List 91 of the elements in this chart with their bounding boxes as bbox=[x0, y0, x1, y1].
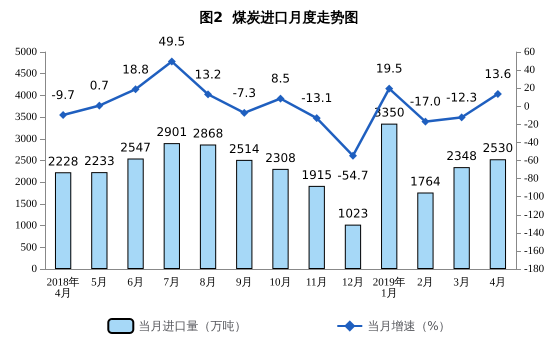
legend-label: 当月增速（%） bbox=[367, 319, 451, 333]
data-label: 2514 bbox=[228, 142, 260, 156]
y2-tick-label: 20 bbox=[524, 82, 536, 94]
data-label: 13.6 bbox=[484, 66, 512, 81]
y-tick-label: 5000 bbox=[15, 46, 38, 58]
y2-tick-label: -140 bbox=[524, 226, 545, 239]
data-label: 2228 bbox=[48, 154, 78, 168]
data-label: 18.8 bbox=[122, 62, 149, 76]
data-label: 49.5 bbox=[158, 34, 186, 48]
y-tick-label: 3000 bbox=[15, 132, 38, 145]
data-label: 13.2 bbox=[194, 67, 222, 82]
y-tick-label: 3500 bbox=[15, 111, 38, 124]
point bbox=[276, 94, 284, 103]
bar bbox=[454, 167, 470, 269]
y2-tick-label: -80 bbox=[524, 172, 540, 185]
bar bbox=[127, 158, 144, 269]
y-tick-label: 0 bbox=[32, 263, 38, 275]
y-tick-label: 2000 bbox=[15, 176, 38, 188]
data-label: 0.7 bbox=[90, 78, 109, 93]
x-tick-label: 6月 bbox=[127, 276, 144, 288]
chart-title: 图2 煤炭进口月度走势图 bbox=[199, 9, 359, 26]
x-tick-label: 7月 bbox=[164, 276, 180, 288]
x-tick-label: 3月 bbox=[453, 276, 470, 288]
y2-tick-label: 40 bbox=[524, 64, 536, 76]
bar bbox=[308, 186, 325, 269]
data-label: 2547 bbox=[120, 140, 151, 154]
point bbox=[312, 114, 321, 122]
bar bbox=[200, 144, 216, 269]
bar bbox=[236, 160, 252, 269]
data-label: -13.1 bbox=[301, 91, 332, 106]
data-label: -12.3 bbox=[446, 90, 478, 104]
x-tick-label: 2019年 1月 bbox=[372, 276, 406, 300]
bar bbox=[164, 143, 180, 269]
y2-tick-label: -60 bbox=[524, 154, 540, 166]
point bbox=[385, 84, 394, 93]
point bbox=[458, 113, 466, 122]
data-label: 2348 bbox=[446, 149, 477, 164]
point bbox=[421, 118, 430, 126]
point bbox=[348, 152, 357, 160]
data-label: 1023 bbox=[338, 206, 368, 221]
point bbox=[59, 111, 68, 120]
data-label: -9.7 bbox=[51, 88, 75, 102]
x-tick-label: 4月 bbox=[490, 276, 506, 288]
point bbox=[204, 90, 212, 98]
x-tick-label: 2018年 4月 bbox=[46, 276, 80, 300]
y2-tick-label: -160 bbox=[524, 244, 545, 257]
x-tick-label: 11月 bbox=[306, 276, 328, 288]
data-label: 1764 bbox=[410, 174, 441, 188]
x-tick-label: 9月 bbox=[236, 276, 253, 288]
data-label: -7.3 bbox=[232, 86, 256, 100]
data-label: -17.0 bbox=[410, 94, 441, 109]
y2-tick-label: -180 bbox=[524, 263, 545, 275]
y2-tick-label: 60 bbox=[524, 46, 536, 58]
bar bbox=[91, 172, 108, 269]
x-tick-label: 2月 bbox=[417, 276, 434, 288]
y-tick-label: 2500 bbox=[15, 154, 38, 166]
data-label: 2308 bbox=[265, 150, 296, 165]
x-tick-label: 12月 bbox=[342, 276, 364, 288]
point bbox=[494, 90, 502, 98]
data-label: 2868 bbox=[192, 126, 224, 141]
data-label: 19.5 bbox=[376, 62, 403, 76]
y-tick-label: 4500 bbox=[15, 68, 38, 80]
y-tick-label: 500 bbox=[20, 241, 38, 254]
x-tick-label: 10月 bbox=[270, 276, 292, 288]
data-label: 2901 bbox=[156, 125, 188, 140]
y-tick-label: 1000 bbox=[15, 220, 38, 232]
x-tick-label: 5月 bbox=[91, 276, 108, 288]
y2-tick-label: 0 bbox=[524, 100, 530, 112]
y-tick-label: 4000 bbox=[15, 89, 38, 102]
y2-tick-label: -40 bbox=[524, 136, 540, 148]
point bbox=[168, 57, 176, 66]
point bbox=[132, 85, 140, 94]
data-label: -54.7 bbox=[337, 168, 368, 183]
legend-label: 当月进口量（万吨） bbox=[138, 319, 246, 333]
y-tick-label: 1500 bbox=[15, 198, 38, 210]
y2-tick-label: -20 bbox=[524, 118, 540, 130]
data-label: 8.5 bbox=[270, 72, 290, 86]
data-label: 2530 bbox=[482, 141, 514, 156]
point bbox=[95, 102, 104, 110]
bar bbox=[344, 224, 362, 269]
bar bbox=[54, 172, 72, 269]
bar bbox=[381, 124, 398, 269]
y2-tick-label: -100 bbox=[524, 190, 545, 203]
point bbox=[240, 108, 248, 117]
x-tick-label: 8月 bbox=[200, 276, 216, 288]
bar bbox=[490, 159, 506, 269]
bar bbox=[272, 168, 289, 269]
data-label: 2233 bbox=[84, 154, 115, 168]
y2-tick-label: -120 bbox=[524, 208, 545, 221]
bar bbox=[417, 192, 434, 269]
data-label: 1915 bbox=[301, 168, 332, 182]
